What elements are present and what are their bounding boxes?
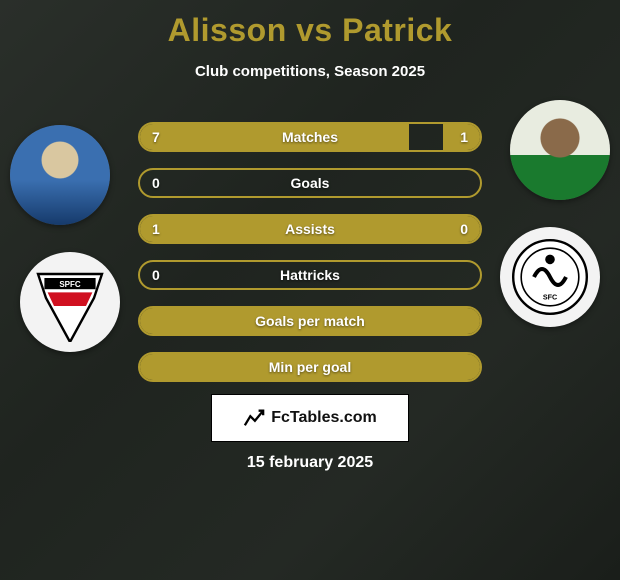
footer-date: 15 february 2025: [247, 454, 373, 472]
page-title: Alisson vs Patrick: [0, 12, 620, 49]
comparison-card: Alisson vs Patrick Club competitions, Se…: [0, 0, 620, 580]
santos-shield-icon: SFC: [510, 237, 590, 317]
player-left-avatar: [10, 125, 110, 225]
player-right-avatar: [510, 100, 610, 200]
stat-label: Goals per match: [140, 308, 480, 334]
stat-row: Goals per match: [138, 306, 482, 336]
svg-text:SPFC: SPFC: [59, 280, 81, 289]
stat-label: Matches: [140, 124, 480, 150]
player-right-avatar-image: [510, 100, 610, 200]
stat-label: Assists: [140, 216, 480, 242]
source-badge: FcTables.com: [211, 394, 409, 442]
player-left-club-badge: SPFC: [20, 252, 120, 352]
stat-row: 0Goals: [138, 168, 482, 198]
comparison-bars: 71Matches 0Goals 10Assists 0Hattricks Goals …: [138, 122, 482, 398]
stat-row: 71Matches: [138, 122, 482, 152]
svg-text:SFC: SFC: [543, 292, 557, 301]
stat-label: Hattricks: [140, 262, 480, 288]
stat-label: Goals: [140, 170, 480, 196]
page-subtitle: Club competitions, Season 2025: [0, 63, 620, 80]
stat-row: 10Assists: [138, 214, 482, 244]
stat-label: Min per goal: [140, 354, 480, 380]
source-badge-label: FcTables.com: [271, 409, 377, 427]
chart-icon: [243, 407, 265, 429]
stat-row: Min per goal: [138, 352, 482, 382]
player-right-club-badge: SFC: [500, 227, 600, 327]
sao-paulo-shield-icon: SPFC: [30, 262, 110, 342]
stat-row: 0Hattricks: [138, 260, 482, 290]
player-left-avatar-image: [10, 125, 110, 225]
